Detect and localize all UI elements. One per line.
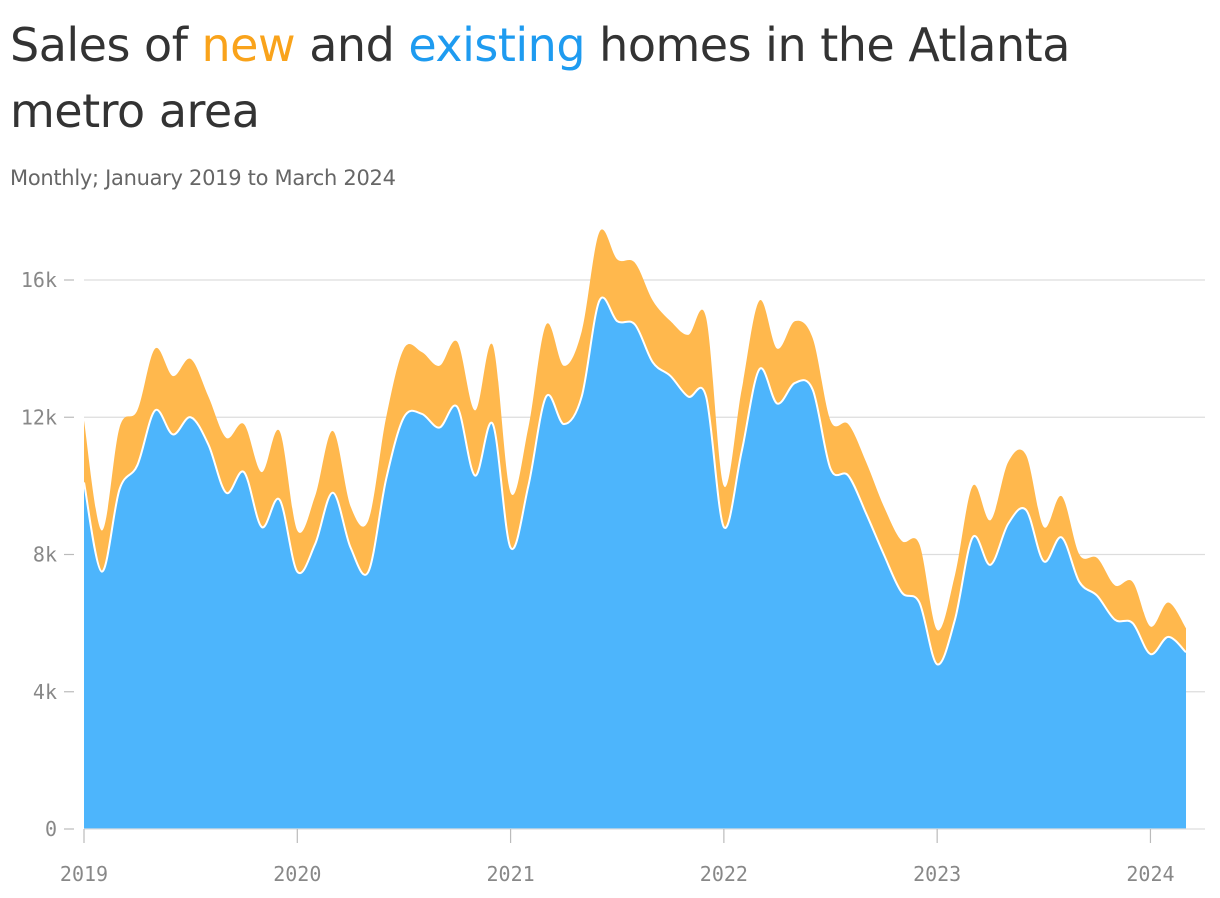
series-separator-line: [83, 296, 1187, 666]
title-part-1: Sales of: [10, 18, 202, 72]
area-existing: [84, 297, 1186, 830]
y-tick-label-8k: 8k: [33, 543, 57, 567]
x-tick-label-2020: 2020: [273, 862, 321, 886]
x-tick-label-2024: 2024: [1126, 862, 1174, 886]
title-new-word: new: [201, 18, 296, 72]
title-existing-word: existing: [408, 18, 586, 72]
x-tick-label-2022: 2022: [700, 862, 748, 886]
y-tick-label-16k: 16k: [21, 268, 57, 292]
y-tick-label-12k: 12k: [21, 405, 57, 429]
x-tick-label-2023: 2023: [913, 862, 961, 886]
x-tick-label-2019: 2019: [60, 862, 108, 886]
x-tick-label-2021: 2021: [486, 862, 534, 886]
chart-subtitle: Monthly; January 2019 to March 2024: [10, 166, 396, 190]
y-tick-label-4k: 4k: [33, 680, 57, 704]
y-tick-label-0: 0: [45, 817, 57, 841]
chart-title: Sales of new and existing homes in the A…: [10, 12, 1190, 144]
title-part-3: homes in the Atlanta metro area: [10, 18, 1070, 138]
title-part-2: and: [295, 18, 409, 72]
